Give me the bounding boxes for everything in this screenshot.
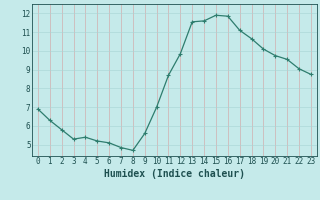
X-axis label: Humidex (Indice chaleur): Humidex (Indice chaleur) xyxy=(104,169,245,179)
